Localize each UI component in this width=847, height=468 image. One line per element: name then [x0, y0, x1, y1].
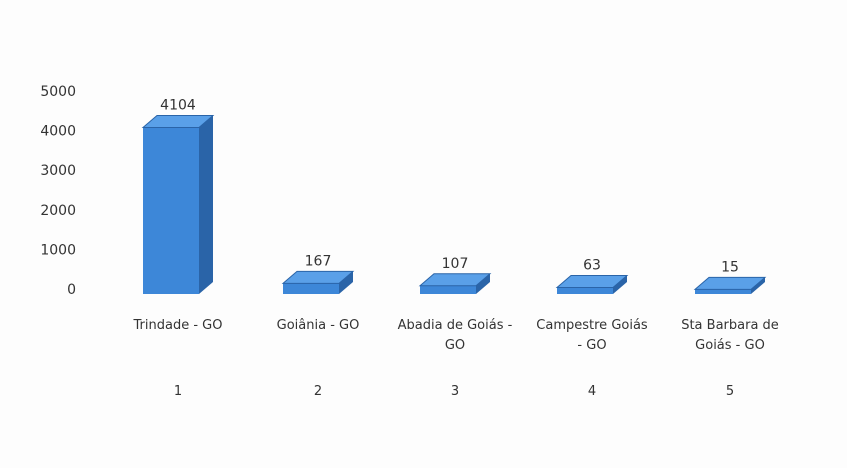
y-tick-label: 2000 [40, 203, 76, 219]
bar-side [751, 277, 765, 294]
bar [420, 285, 476, 294]
y-tick-label: 5000 [40, 84, 76, 100]
bar-top [555, 275, 629, 289]
bar-side [613, 275, 627, 294]
bar-side [199, 115, 213, 294]
bar [143, 127, 199, 294]
bar-top [141, 114, 215, 128]
bar [695, 289, 751, 294]
bar-top [281, 270, 355, 284]
bar [283, 283, 339, 294]
y-tick-label: 3000 [40, 163, 76, 179]
data-label: 107 [442, 256, 469, 272]
rank-label: 1 [173, 384, 183, 399]
x-tick-label: Campestre Goiás - GO [536, 318, 648, 353]
x-tick-label: Trindade - GO [133, 318, 223, 333]
y-tick-label: 4000 [40, 124, 76, 140]
bar-side [339, 271, 353, 294]
y-tick-label: 1000 [40, 242, 76, 258]
x-tick-label: Sta Barbara de Goiás - GO [681, 318, 779, 353]
bar-top [418, 273, 492, 287]
data-label: 15 [721, 259, 739, 275]
x-tick-label: Goiânia - GO [276, 318, 360, 333]
x-tick-label: Abadia de Goiás - GO [397, 318, 513, 353]
bar [557, 287, 613, 294]
rank-label: 2 [313, 384, 323, 399]
rank-label: 4 [587, 384, 597, 399]
data-label: 167 [305, 253, 332, 269]
data-label: 63 [583, 258, 601, 274]
bar-side [476, 273, 490, 294]
bar-top [693, 276, 767, 290]
y-tick-label: 0 [67, 282, 76, 298]
data-label: 4104 [160, 97, 196, 113]
rank-label: 3 [450, 384, 460, 399]
rank-label: 5 [725, 384, 735, 399]
